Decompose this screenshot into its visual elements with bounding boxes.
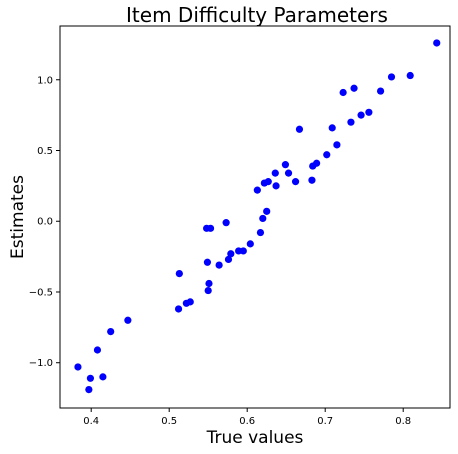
data-point <box>357 111 365 119</box>
data-point <box>124 316 132 324</box>
x-tick-label: 0.5 <box>161 416 177 427</box>
data-point <box>175 269 183 278</box>
y-tick-label: 0.5 <box>37 146 53 157</box>
data-point <box>215 261 223 269</box>
data-point <box>376 87 385 95</box>
y-axis-label: Estimates <box>8 175 28 259</box>
data-point <box>263 207 271 215</box>
data-point <box>339 88 347 97</box>
data-point <box>85 386 93 394</box>
data-point <box>227 250 235 258</box>
data-point <box>253 186 261 194</box>
data-point <box>203 258 212 266</box>
x-tick-label: 0.7 <box>317 416 333 427</box>
data-point <box>86 374 95 382</box>
data-point <box>406 71 414 80</box>
data-point <box>224 255 233 264</box>
data-point <box>186 298 194 306</box>
x-tick-label: 0.6 <box>239 416 255 427</box>
data-point <box>204 286 212 295</box>
y-tick-label: 0.0 <box>37 217 53 228</box>
data-point <box>205 279 213 288</box>
data-point <box>256 228 265 237</box>
data-point <box>347 118 355 126</box>
data-point <box>107 328 115 336</box>
plot-area <box>59 25 451 409</box>
x-axis-ticks: 0.4 0.5 0.6 0.7 0.8 <box>83 408 411 427</box>
data-point <box>313 159 321 167</box>
data-point <box>284 169 293 177</box>
data-point <box>99 373 107 381</box>
x-tick-label: 0.4 <box>83 416 99 427</box>
data-point <box>259 214 267 223</box>
y-tick-label: 1.0 <box>37 75 53 86</box>
data-point <box>387 73 396 81</box>
data-point <box>222 219 230 227</box>
data-point <box>272 182 280 190</box>
data-point <box>328 124 336 132</box>
data-point <box>281 161 290 169</box>
data-point <box>264 178 272 186</box>
x-axis-label: True values <box>206 428 304 448</box>
data-point <box>174 305 183 313</box>
data-point <box>206 224 215 232</box>
data-point <box>308 176 316 184</box>
data-point <box>93 346 102 354</box>
data-point <box>365 108 373 116</box>
data-point <box>323 151 331 159</box>
chart-title: Item Difficulty Parameters <box>126 3 388 27</box>
data-point <box>350 84 358 92</box>
data-point <box>74 363 82 371</box>
y-tick-label: −1.0 <box>29 358 53 369</box>
data-point <box>239 247 247 255</box>
data-point <box>295 125 304 133</box>
data-point <box>291 178 300 186</box>
y-tick-label: −0.5 <box>29 287 53 298</box>
data-point <box>271 169 279 177</box>
y-axis-ticks: −1.0 −0.5 0.0 0.5 1.0 <box>29 75 60 369</box>
x-tick-label: 0.8 <box>395 416 411 427</box>
data-point <box>333 141 341 149</box>
data-point <box>246 240 254 248</box>
data-point <box>433 39 441 47</box>
data-points <box>74 39 441 394</box>
